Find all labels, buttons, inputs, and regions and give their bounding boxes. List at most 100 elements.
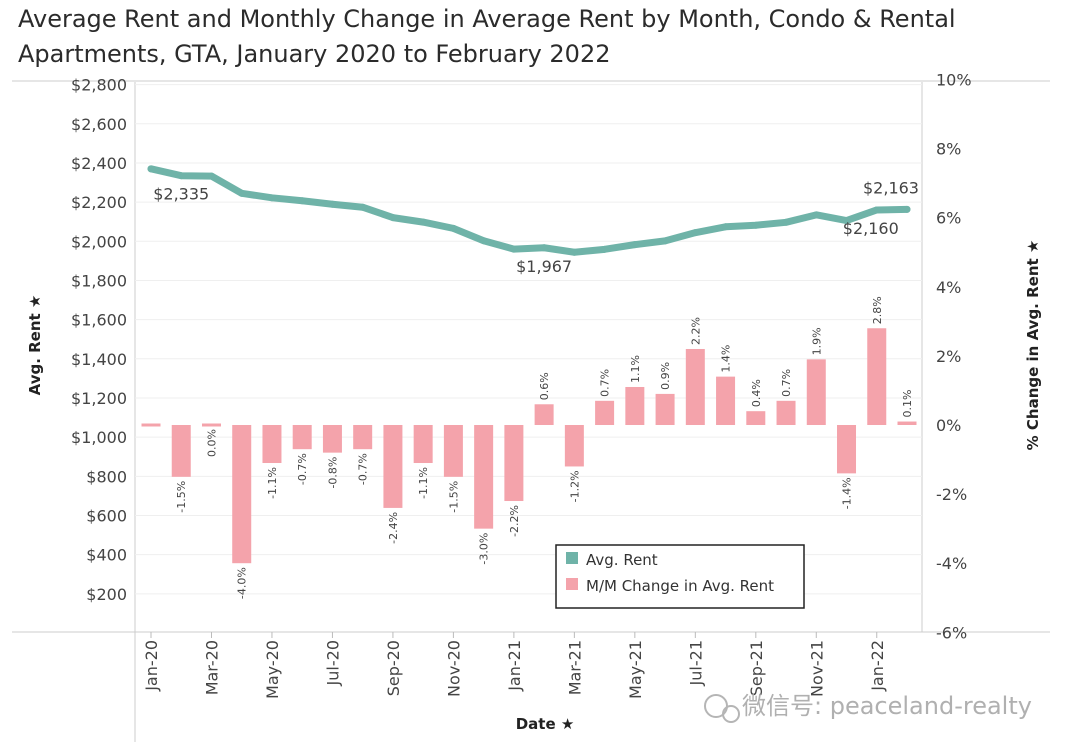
line-point [298, 197, 306, 205]
line-avg-rent [147, 165, 911, 256]
bar-mm-change [897, 421, 917, 425]
bar-mm-change [534, 404, 554, 425]
line-point [903, 205, 911, 213]
y-left-tick-label: $200 [86, 585, 127, 604]
line-point [480, 237, 488, 245]
line-point [238, 189, 246, 197]
x-tick-label: May-20 [263, 640, 282, 699]
y-left-tick-label: $2,800 [71, 76, 127, 95]
y-left-tick-label: $1,400 [71, 350, 127, 369]
bar-mm-change [685, 348, 705, 425]
bar-mm-change [383, 425, 403, 508]
line-value-label: $2,335 [153, 185, 209, 204]
line-point [449, 224, 457, 232]
line-point [328, 200, 336, 208]
y-left-tick-label: $1,800 [71, 271, 127, 290]
y-left-tick-label: $400 [86, 546, 127, 565]
bar-data-label: -2.4% [387, 512, 400, 544]
bar-mm-change [322, 425, 342, 453]
y-left-tick-label: $2,400 [71, 154, 127, 173]
line-point [601, 245, 609, 253]
y-left-tick-label: $1,600 [71, 311, 127, 330]
bar-mm-change [413, 425, 433, 464]
bar-data-label: 0.0% [205, 429, 218, 457]
x-tick-label: Jul-21 [686, 640, 705, 686]
y-right-tick-label: 4% [936, 278, 961, 297]
bar-mm-change [353, 425, 373, 450]
bar-data-label: -0.8% [326, 457, 339, 489]
line-point [570, 248, 578, 256]
bar-data-label: -0.7% [296, 453, 309, 485]
x-tick-label: Mar-20 [202, 640, 221, 695]
wechat-icon-bubble [722, 705, 740, 723]
line-point [540, 244, 548, 252]
line-point [177, 172, 185, 180]
bar-mm-change [201, 423, 221, 427]
bar-data-label: -1.4% [841, 477, 854, 509]
y-right-tick-label: 2% [936, 347, 961, 366]
x-tick-label: Nov-21 [807, 640, 826, 697]
bar-mm-change [474, 425, 494, 529]
bar-data-label: -3.0% [478, 533, 491, 565]
y-right-tick-label: -2% [936, 485, 967, 504]
legend-box [555, 544, 805, 609]
x-tick-label: Jan-22 [868, 640, 887, 692]
bar-data-label: -1.2% [568, 470, 581, 502]
line-point [359, 203, 367, 211]
bar-mm-change [746, 411, 766, 425]
y-left-tick-label: $2,200 [71, 193, 127, 212]
bar-data-label: -1.1% [417, 467, 430, 499]
line-value-label: $1,967 [516, 257, 572, 276]
bar-data-label: -1.5% [175, 481, 188, 513]
line-value-label: $2,160 [843, 219, 899, 238]
y-left-tick-label: $800 [86, 467, 127, 486]
y-right-tick-label: -4% [936, 554, 967, 573]
x-tick-label: Jan-20 [142, 640, 161, 692]
bar-mm-change [292, 425, 312, 450]
y-left-tick-label: $1,000 [71, 428, 127, 447]
bar-data-label: -1.5% [447, 481, 460, 513]
bar-data-label: 2.2% [689, 317, 702, 345]
bar-mm-change [625, 386, 645, 425]
bar-data-label: 0.1% [901, 390, 914, 418]
y-right-tick-label: 8% [936, 140, 961, 159]
line-point [419, 218, 427, 226]
bar-mm-change [595, 400, 615, 425]
y-left-axis-title: Avg. Rent ★ [26, 295, 44, 396]
line-point [207, 172, 215, 180]
bar-mm-change [141, 423, 161, 427]
y-right-tick-label: 6% [936, 209, 961, 228]
line-point [631, 241, 639, 249]
bar-mm-change [564, 425, 584, 467]
y-right-tick-label: 10% [936, 71, 972, 90]
bar-data-label: -0.7% [357, 453, 370, 485]
line-point [389, 214, 397, 222]
x-tick-label: Mar-21 [565, 640, 584, 695]
y-right-tick-label: -6% [936, 623, 967, 642]
bar-mm-change [867, 328, 887, 425]
bar-data-label: -4.0% [236, 567, 249, 599]
bar-mm-change [716, 376, 736, 425]
bar-mm-change [806, 359, 826, 425]
line-point [268, 194, 276, 202]
line-value-label: $2,163 [863, 178, 919, 197]
line-point [661, 237, 669, 245]
line-point [782, 218, 790, 226]
y-right-axis-title: % Change in Avg. Rent ★ [1024, 240, 1042, 451]
watermark-text: 微信号: peaceland-realty [742, 692, 1032, 720]
legend: Avg. Rent M/M Change in Avg. Rent [555, 544, 805, 609]
legend-swatch-avg-rent [566, 552, 578, 564]
y-right-tick-label: 0% [936, 416, 961, 435]
line-point [147, 165, 155, 173]
x-tick-label: May-21 [626, 640, 645, 699]
line-point [843, 217, 851, 225]
bar-mm-change [655, 393, 675, 425]
bar-data-label: 0.9% [659, 362, 672, 390]
bar-mm-change [837, 425, 857, 474]
legend-label-mm-change: M/M Change in Avg. Rent [586, 577, 774, 595]
y-left-tick-label: $1,200 [71, 389, 127, 408]
x-tick-label: Jan-21 [505, 640, 524, 692]
line-point [691, 229, 699, 237]
bar-data-label: -2.2% [508, 505, 521, 537]
